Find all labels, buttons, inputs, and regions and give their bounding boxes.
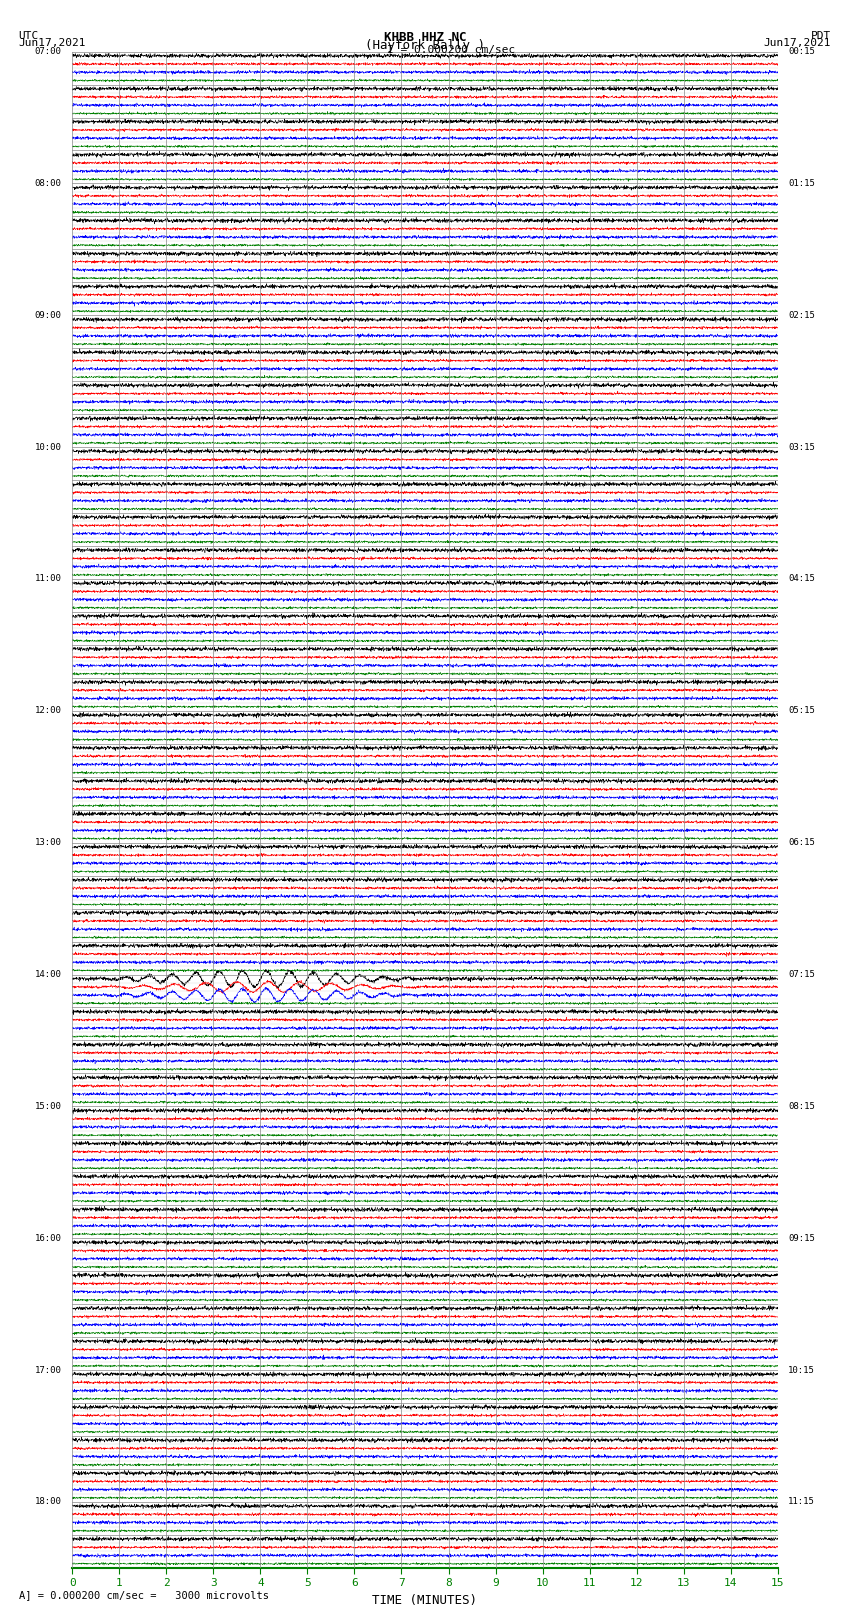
X-axis label: TIME (MINUTES): TIME (MINUTES) bbox=[372, 1594, 478, 1607]
Text: Jun17,2021: Jun17,2021 bbox=[19, 39, 86, 48]
Text: 17:00: 17:00 bbox=[35, 1366, 62, 1374]
Text: 13:00: 13:00 bbox=[35, 839, 62, 847]
Text: 11:15: 11:15 bbox=[788, 1497, 815, 1507]
Text: 07:15: 07:15 bbox=[788, 969, 815, 979]
Text: 05:15: 05:15 bbox=[788, 706, 815, 715]
Text: 09:15: 09:15 bbox=[788, 1234, 815, 1242]
Text: Jun17,2021: Jun17,2021 bbox=[764, 39, 831, 48]
Text: 15:00: 15:00 bbox=[35, 1102, 62, 1111]
Text: 00:15: 00:15 bbox=[788, 47, 815, 56]
Text: 04:15: 04:15 bbox=[788, 574, 815, 584]
Text: PDT: PDT bbox=[811, 31, 831, 42]
Text: KHBB HHZ NC: KHBB HHZ NC bbox=[383, 31, 467, 45]
Text: UTC: UTC bbox=[19, 31, 39, 42]
Text: 11:00: 11:00 bbox=[35, 574, 62, 584]
Text: 12:00: 12:00 bbox=[35, 706, 62, 715]
Text: 01:15: 01:15 bbox=[788, 179, 815, 189]
Text: 08:15: 08:15 bbox=[788, 1102, 815, 1111]
Text: 03:15: 03:15 bbox=[788, 442, 815, 452]
Text: 10:00: 10:00 bbox=[35, 442, 62, 452]
Text: 10:15: 10:15 bbox=[788, 1366, 815, 1374]
Text: 16:00: 16:00 bbox=[35, 1234, 62, 1242]
Text: (Hayfork Bally ): (Hayfork Bally ) bbox=[365, 39, 485, 52]
Text: 14:00: 14:00 bbox=[35, 969, 62, 979]
Text: A] = 0.000200 cm/sec =   3000 microvolts: A] = 0.000200 cm/sec = 3000 microvolts bbox=[19, 1590, 269, 1600]
Text: 09:00: 09:00 bbox=[35, 311, 62, 319]
Text: 08:00: 08:00 bbox=[35, 179, 62, 189]
Text: I = 0.000200 cm/sec: I = 0.000200 cm/sec bbox=[387, 45, 515, 55]
Text: 18:00: 18:00 bbox=[35, 1497, 62, 1507]
Text: 06:15: 06:15 bbox=[788, 839, 815, 847]
Text: 02:15: 02:15 bbox=[788, 311, 815, 319]
Text: 07:00: 07:00 bbox=[35, 47, 62, 56]
